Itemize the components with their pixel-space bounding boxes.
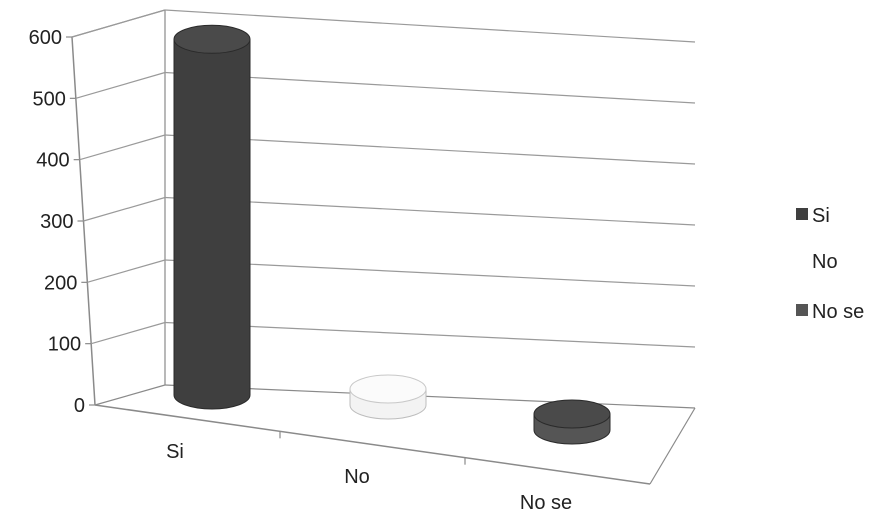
legend-label: No [812, 251, 838, 273]
legend-swatch [796, 304, 808, 316]
back-gridline [164, 196, 696, 226]
x-category-label: No se [520, 492, 572, 514]
back-gridline [164, 9, 696, 43]
back-gridline [164, 259, 696, 287]
legend-label: Si [812, 205, 830, 227]
side-gridline [75, 71, 166, 99]
y-tick-label: 0 [74, 395, 85, 417]
y-tick-label: 500 [32, 88, 65, 110]
bar-si [173, 24, 251, 410]
legend-label: No se [812, 301, 864, 323]
bar-top [173, 24, 251, 54]
bar-no [349, 374, 427, 420]
legend-swatch [796, 254, 808, 266]
legend-swatch [796, 208, 808, 220]
floor-right-edge [649, 407, 696, 485]
gridlines [71, 9, 696, 348]
side-gridline [83, 196, 166, 222]
bars [173, 24, 611, 445]
back-gridline [164, 134, 696, 165]
bar-body [173, 38, 251, 410]
side-gridline [71, 9, 166, 38]
side-wall-bottom [94, 384, 166, 406]
bar-no-se [533, 399, 611, 445]
x-category-label: No [344, 466, 370, 488]
y-tick-label: 200 [44, 272, 77, 294]
y-tick-label: 400 [36, 150, 69, 172]
y-axis-ticks: 0 100 200 300 400 500 600 [29, 27, 95, 417]
floor-back-edge [164, 384, 696, 409]
bar-top [533, 399, 611, 429]
side-gridline [91, 321, 166, 345]
x-axis-line [94, 404, 651, 485]
x-category-label: Si [166, 441, 184, 463]
bar-top [349, 374, 427, 404]
legend: Si No No se [796, 205, 864, 323]
y-tick-label: 600 [29, 27, 62, 49]
side-gridline [87, 259, 166, 283]
back-gridline [164, 71, 696, 104]
y-tick-label: 300 [40, 211, 73, 233]
x-axis-labels: Si No No se [166, 431, 572, 514]
y-tick-label: 100 [48, 334, 81, 356]
back-gridline [164, 321, 696, 348]
side-gridline [79, 134, 166, 161]
